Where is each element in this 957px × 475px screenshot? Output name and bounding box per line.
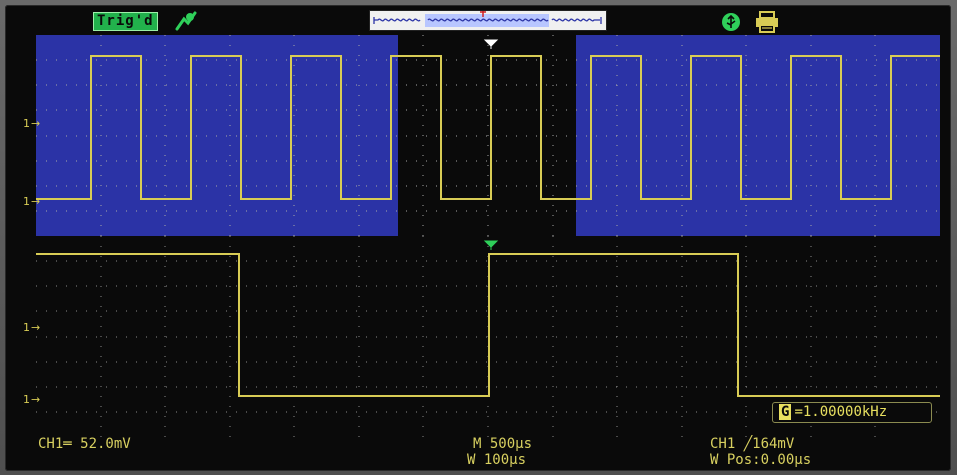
channel-1-offset-marker-bottom[interactable]: 1: [23, 321, 39, 335]
printer-icon: [756, 11, 778, 33]
channel-1-ground-marker-top[interactable]: 1: [23, 195, 39, 209]
trigger-state-badge: Trig'd: [93, 12, 158, 31]
channel-1-offset-marker-top[interactable]: 1: [23, 117, 39, 131]
trigger-status-icon: [175, 11, 197, 31]
frequency-value: =1.00000kHz: [794, 404, 888, 420]
channel-1-ground-marker-bottom[interactable]: 1: [23, 393, 39, 407]
graticule-bottom: [36, 236, 940, 437]
trigger-level-readout: CH1 ╱164mV: [710, 436, 795, 452]
zoom-trigger-point-marker: [483, 240, 499, 250]
main-timebase-readout: M 500μs: [473, 436, 533, 452]
zoomed-waveform: [36, 253, 940, 397]
memory-position-bar[interactable]: [369, 10, 607, 31]
measurement-badge: G: [779, 404, 792, 420]
main-timebase-zone: [36, 35, 940, 236]
window-timebase-readout: W 100μs: [467, 452, 527, 468]
graticule-top: [36, 35, 940, 236]
frequency-readout: G =1.00000kHz: [772, 402, 932, 423]
waveform-area: 1 1 1 1: [23, 35, 940, 437]
scope-screen: Trig'd: [5, 5, 951, 471]
window-position-readout: W Pos:0.00μs: [710, 452, 812, 468]
trigger-point-marker: [483, 39, 499, 49]
channel-1-scale: CH1═ 52.0mV: [38, 436, 131, 452]
top-status-bar: Trig'd: [5, 5, 951, 35]
usb-icon: [722, 13, 740, 31]
main-waveform: [36, 55, 940, 200]
